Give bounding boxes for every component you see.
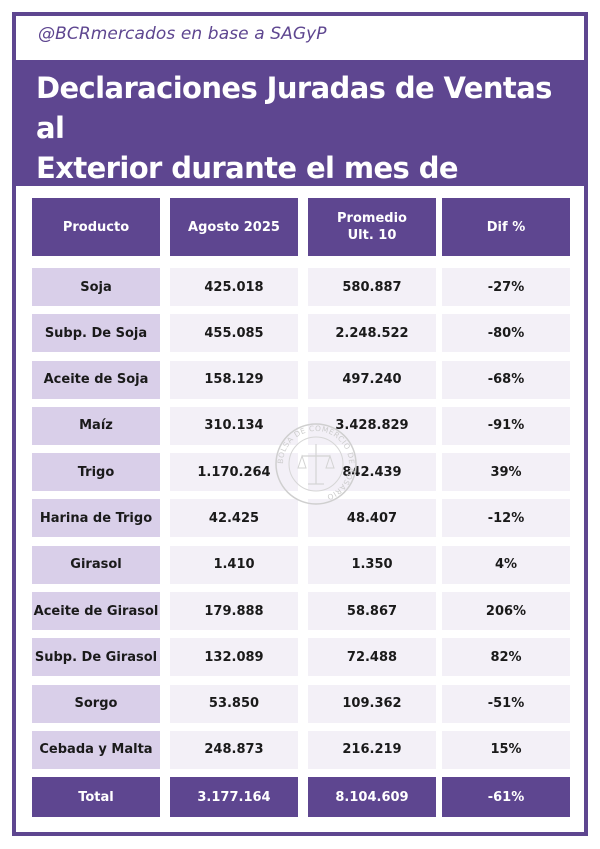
title-line-1: Declaraciones Juradas de Ventas al xyxy=(36,71,552,145)
dif-cell: 82% xyxy=(442,638,570,677)
promedio-cell: 497.240 xyxy=(308,360,436,399)
total-label: Total xyxy=(32,777,160,818)
product-cell: Maíz xyxy=(32,406,160,445)
table-row: Soja 425.018 580.887 -27% xyxy=(30,262,580,308)
table-row: Cebada y Malta 248.873 216.219 15% xyxy=(30,725,580,771)
dif-cell: 4% xyxy=(442,545,570,584)
product-cell: Girasol xyxy=(32,545,160,584)
table-row: Harina de Trigo 42.425 48.407 -12% xyxy=(30,493,580,539)
agosto-2025-cell: 1.410 xyxy=(170,545,298,584)
title-banner: Declaraciones Juradas de Ventas al Exter… xyxy=(16,60,584,245)
agosto-2025-cell: 132.089 xyxy=(170,638,298,677)
dif-cell: 206% xyxy=(442,592,570,631)
product-cell: Harina de Trigo xyxy=(32,499,160,538)
product-cell: Cebada y Malta xyxy=(32,730,160,769)
total-dif: -61% xyxy=(442,777,570,818)
dif-cell: -51% xyxy=(442,684,570,723)
agosto-2025-cell: 42.425 xyxy=(170,499,298,538)
agosto-2025-cell: 1.170.264 xyxy=(170,453,298,492)
table-row: Girasol 1.410 1.350 4% xyxy=(30,540,580,586)
content-panel: @BCRmercados en base a SAGyP Declaracion… xyxy=(16,16,584,832)
agosto-2025-cell: 53.850 xyxy=(170,684,298,723)
column-header-dif: Dif % xyxy=(442,198,570,256)
promedio-cell: 72.488 xyxy=(308,638,436,677)
product-cell: Subp. De Girasol xyxy=(32,638,160,677)
agosto-2025-cell: 425.018 xyxy=(170,268,298,306)
source-text: @BCRmercados en base a SAGyP xyxy=(38,24,327,44)
column-header-producto: Producto xyxy=(32,198,160,256)
product-cell: Subp. De Soja xyxy=(32,314,160,353)
promedio-cell: 842.439 xyxy=(308,453,436,492)
promedio-cell: 58.867 xyxy=(308,592,436,631)
agosto-2025-cell: 310.134 xyxy=(170,406,298,445)
product-cell: Aceite de Soja xyxy=(32,360,160,399)
dif-cell: -27% xyxy=(442,268,570,306)
product-cell: Soja xyxy=(32,268,160,306)
promedio-cell: 109.362 xyxy=(308,684,436,723)
page-title: Declaraciones Juradas de Ventas al Exter… xyxy=(36,68,574,228)
dif-cell: -12% xyxy=(442,499,570,538)
total-promedio: 8.104.609 xyxy=(308,777,436,818)
promedio-cell: 1.350 xyxy=(308,545,436,584)
agosto-2025-cell: 158.129 xyxy=(170,360,298,399)
dif-cell: -91% xyxy=(442,406,570,445)
agosto-2025-cell: 179.888 xyxy=(170,592,298,631)
table-row: Trigo 1.170.264 842.439 39% xyxy=(30,447,580,493)
product-cell: Trigo xyxy=(32,453,160,492)
table-total-row: Total 3.177.164 8.104.609 -61% xyxy=(30,771,580,818)
promedio-cell: 2.248.522 xyxy=(308,314,436,353)
agosto-2025-cell: 248.873 xyxy=(170,730,298,769)
table-row: Subp. De Girasol 132.089 72.488 82% xyxy=(30,632,580,678)
table-header-row: Producto Agosto 2025 Promedio Ult. 10 Di… xyxy=(30,196,580,262)
table-row: Aceite de Soja 158.129 497.240 -68% xyxy=(30,355,580,401)
table-body: Soja 425.018 580.887 -27% Subp. De Soja 455.0… xyxy=(30,262,580,771)
product-cell: Sorgo xyxy=(32,684,160,723)
dif-cell: 15% xyxy=(442,730,570,769)
promedio-cell: 3.428.829 xyxy=(308,406,436,445)
source-bar: @BCRmercados en base a SAGyP xyxy=(16,16,584,60)
promedio-cell: 216.219 xyxy=(308,730,436,769)
agosto-2025-cell: 455.085 xyxy=(170,314,298,353)
total-agosto-2025: 3.177.164 xyxy=(170,777,298,818)
product-cell: Aceite de Girasol xyxy=(32,592,160,631)
page-frame: @BCRmercados en base a SAGyP Declaracion… xyxy=(12,12,588,836)
column-header-agosto-2025: Agosto 2025 xyxy=(170,198,298,256)
table-row: Sorgo 53.850 109.362 -51% xyxy=(30,679,580,725)
promedio-cell: 580.887 xyxy=(308,268,436,306)
dif-cell: 39% xyxy=(442,453,570,492)
table-row: Maíz 310.134 3.428.829 -91% xyxy=(30,401,580,447)
promedio-cell: 48.407 xyxy=(308,499,436,538)
exports-table: Producto Agosto 2025 Promedio Ult. 10 Di… xyxy=(30,196,580,818)
table-row: Aceite de Girasol 179.888 58.867 206% xyxy=(30,586,580,632)
dif-cell: -68% xyxy=(442,360,570,399)
dif-cell: -80% xyxy=(442,314,570,353)
column-header-promedio: Promedio Ult. 10 xyxy=(308,198,436,256)
table-row: Subp. De Soja 455.085 2.248.522 -80% xyxy=(30,308,580,354)
